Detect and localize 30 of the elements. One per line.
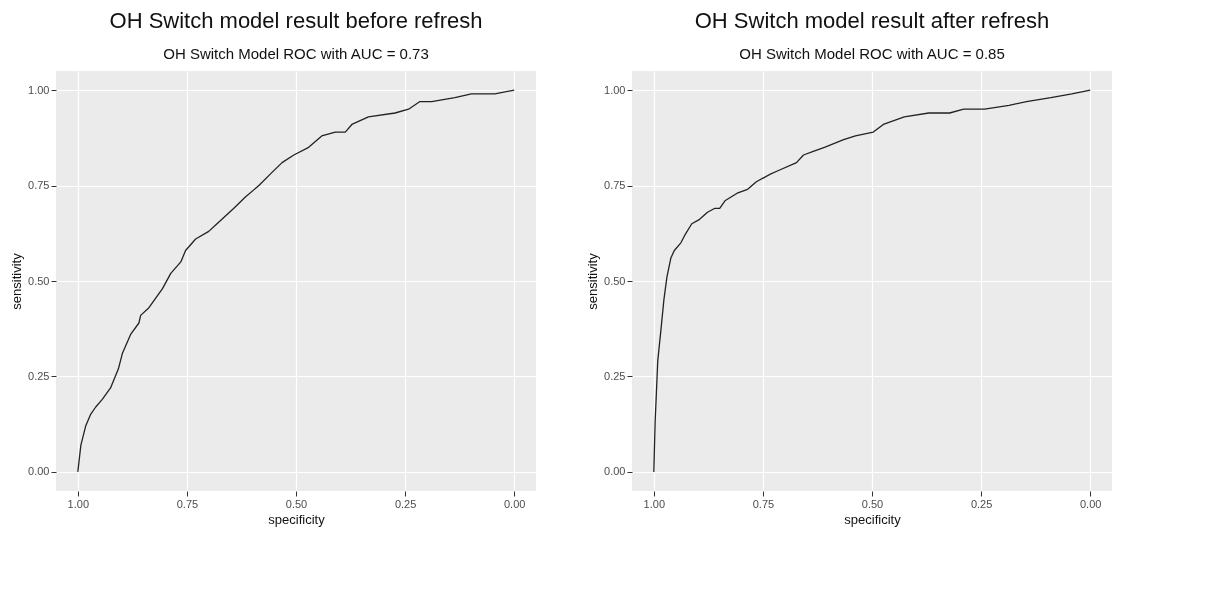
y-tick-label: 1.00 xyxy=(28,83,50,96)
y-tick-label: 0.00 xyxy=(604,465,626,478)
y-tick-label: 0.50 xyxy=(604,274,626,287)
y-axis-title: sensitivity xyxy=(585,252,601,310)
chart-title: OH Switch model result after refresh xyxy=(694,8,1050,33)
y-tick-label: 0.75 xyxy=(604,179,626,192)
y-tick-label: 1.00 xyxy=(604,83,626,96)
x-tick-label: 0.50 xyxy=(285,497,308,510)
y-tick-label: 0.25 xyxy=(604,369,626,382)
x-tick-label: 1.00 xyxy=(67,497,90,510)
line-series xyxy=(77,89,515,473)
y-tick-label: 0.00 xyxy=(28,465,50,478)
chart-title: OH Switch model result before refresh xyxy=(109,8,483,33)
line-series xyxy=(653,89,1091,473)
y-tick-label: 0.25 xyxy=(28,369,50,382)
y-tick-label: 0.75 xyxy=(28,179,50,192)
x-tick-label: 0.50 xyxy=(861,497,884,510)
x-tick-label: 0.75 xyxy=(176,497,199,510)
x-tick-label: 0.25 xyxy=(394,497,417,510)
x-axis-title: specificity xyxy=(844,511,902,527)
x-tick-label: 0.00 xyxy=(503,497,526,510)
chart-subtitle: OH Switch Model ROC with AUC = 0.85 xyxy=(739,45,1005,62)
x-tick-label: 0.75 xyxy=(752,497,775,510)
x-tick-label: 0.00 xyxy=(1079,497,1102,510)
y-tick-label: 0.50 xyxy=(28,274,50,287)
y-axis-title: sensitivity xyxy=(9,252,25,310)
x-axis-title: specificity xyxy=(268,511,326,527)
x-tick-label: 1.00 xyxy=(643,497,666,510)
x-tick-label: 0.25 xyxy=(970,497,993,510)
chart-subtitle: OH Switch Model ROC with AUC = 0.73 xyxy=(163,45,429,62)
